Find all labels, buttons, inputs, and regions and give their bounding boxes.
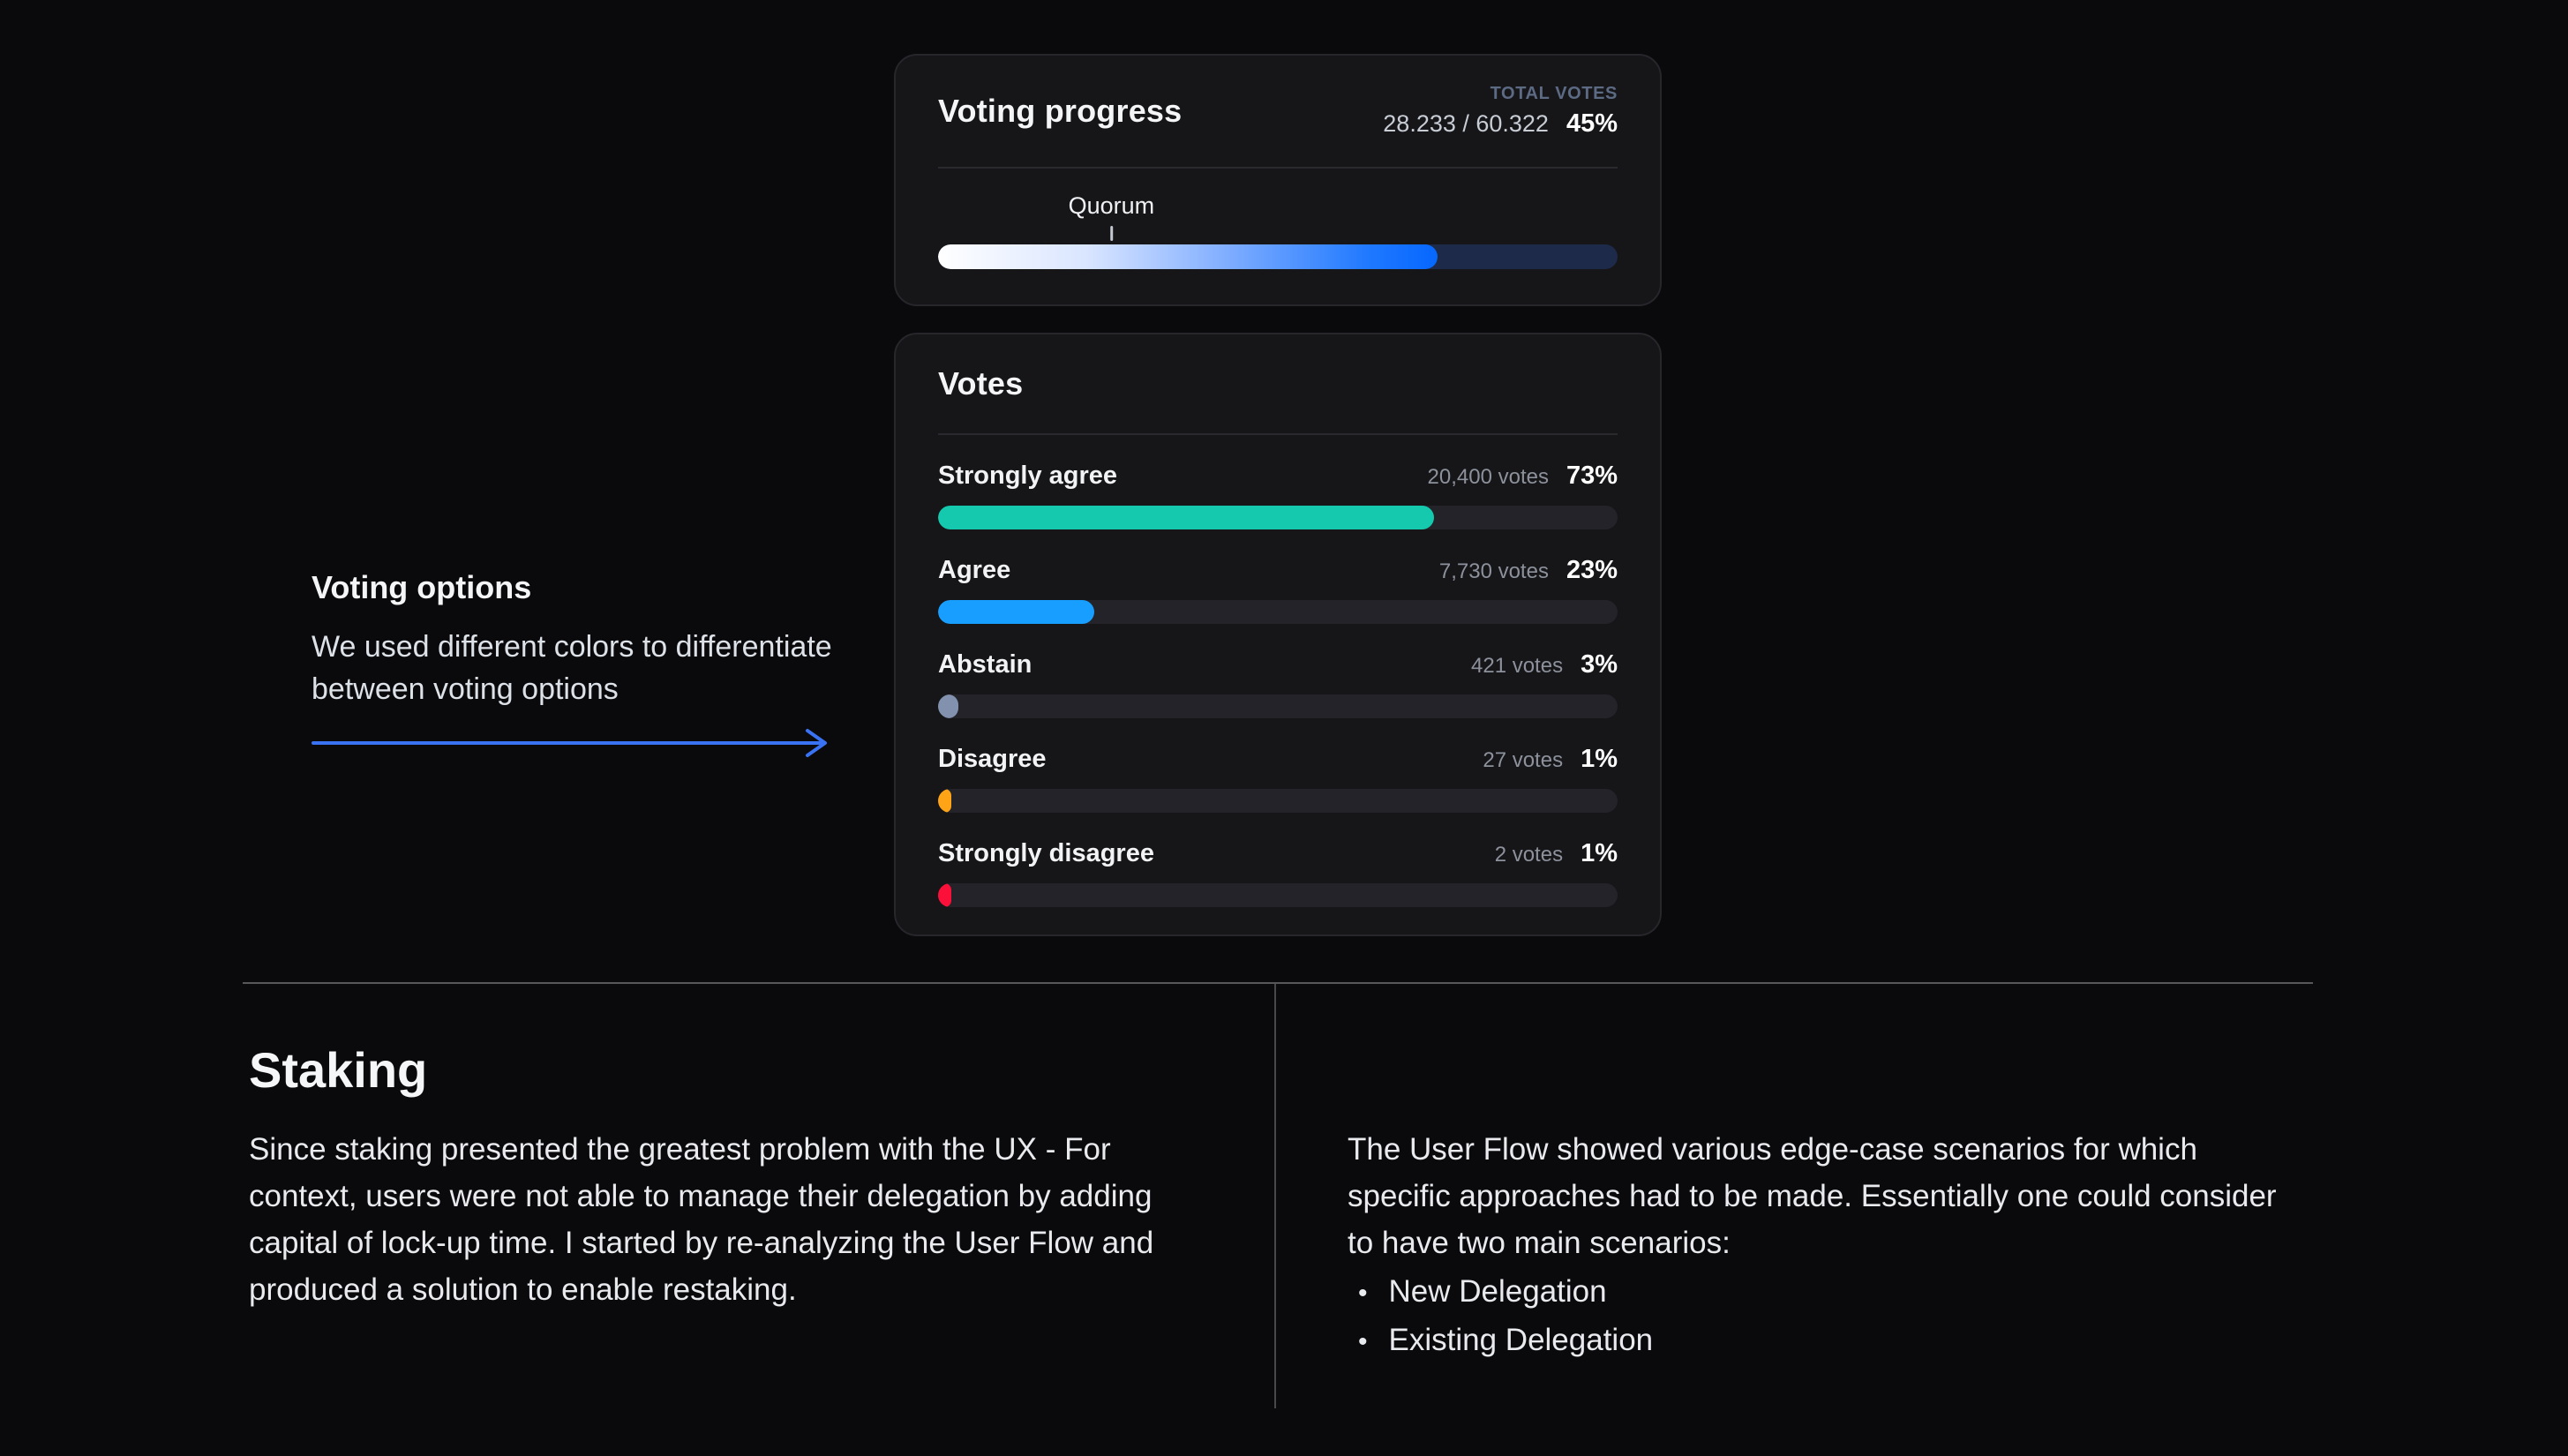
scenario-list: • New Delegation • Existing Delegation: [1348, 1268, 2283, 1365]
vote-bar-fill: [938, 694, 959, 718]
vote-bar-track: [938, 694, 1618, 718]
vote-count: 7,730 votes: [1438, 559, 1549, 583]
vote-percent: 3%: [1581, 650, 1618, 679]
voting-progress-card: Voting progress TOTAL VOTES 28.233 / 60.…: [894, 54, 1662, 306]
votes-header: Votes: [938, 334, 1618, 435]
bullet-icon: •: [1358, 1327, 1368, 1356]
staking-right-column: The User Flow showed various edge-case s…: [1348, 1126, 2283, 1365]
staking-heading: Staking: [249, 1042, 428, 1098]
annotation-voting-options: Voting options We used different colors …: [312, 569, 859, 710]
vote-bar-track: [938, 506, 1618, 529]
quorum-tick-icon: [1109, 226, 1113, 241]
votes-title: Votes: [938, 365, 1024, 402]
vote-count: 421 votes: [1471, 654, 1564, 678]
vote-label: Disagree: [938, 745, 1047, 773]
quorum-zone: Quorum: [938, 170, 1618, 303]
vote-row-agree: Agree 7,730 votes 23%: [938, 556, 1618, 624]
quorum-progress-fill: [938, 244, 1438, 269]
total-votes-fraction: 28.233 / 60.322: [1383, 110, 1549, 137]
vote-row-abstain: Abstain 421 votes 3%: [938, 650, 1618, 718]
vote-bar-fill: [938, 883, 951, 907]
vote-count: 20,400 votes: [1427, 465, 1549, 489]
vote-bar-fill: [938, 600, 1095, 624]
vote-label: Agree: [938, 556, 1011, 584]
list-item-label: New Delegation: [1388, 1274, 1607, 1309]
vote-label: Strongly disagree: [938, 839, 1154, 867]
annotation-title: Voting options: [312, 569, 532, 605]
vote-count: 27 votes: [1483, 748, 1564, 772]
vote-label: Abstain: [938, 650, 1032, 679]
vote-count: 2 votes: [1494, 843, 1564, 867]
vote-bar-track: [938, 600, 1618, 624]
total-votes-block: TOTAL VOTES 28.233 / 60.322 45%: [1383, 84, 1618, 139]
list-item: • Existing Delegation: [1348, 1317, 2283, 1365]
vote-row-strongly-disagree: Strongly disagree 2 votes 1%: [938, 839, 1618, 907]
vote-percent: 73%: [1566, 462, 1618, 490]
vertical-divider: [1274, 984, 1276, 1408]
list-item: • New Delegation: [1348, 1268, 2283, 1317]
vote-bar-fill: [938, 789, 951, 813]
horizontal-divider: [243, 982, 2313, 984]
staking-left-paragraph: Since staking presented the greatest pro…: [249, 1132, 1154, 1307]
list-item-label: Existing Delegation: [1388, 1323, 1654, 1357]
voting-progress-header: Voting progress TOTAL VOTES 28.233 / 60.…: [938, 56, 1618, 169]
quorum-marker: Quorum: [1068, 192, 1155, 241]
bullet-icon: •: [1358, 1279, 1368, 1308]
vote-row-strongly-agree: Strongly agree 20,400 votes 73%: [938, 462, 1618, 529]
arrow-right-icon: [312, 729, 827, 757]
vote-percent: 23%: [1566, 556, 1618, 584]
total-votes-percent: 45%: [1566, 109, 1618, 138]
quorum-label: Quorum: [1068, 192, 1155, 219]
staking-right-paragraph: The User Flow showed various edge-case s…: [1348, 1132, 2277, 1260]
total-votes-label: TOTAL VOTES: [1490, 84, 1618, 103]
annotation-body: We used different colors to differentiat…: [312, 630, 832, 706]
vote-bar-fill: [938, 506, 1435, 529]
vote-label: Strongly agree: [938, 462, 1118, 490]
quorum-progress-track: [938, 244, 1618, 269]
voting-progress-title: Voting progress: [938, 93, 1183, 129]
vote-bar-track: [938, 883, 1618, 907]
votes-card: Votes Strongly agree 20,400 votes 73% Ag…: [894, 333, 1662, 936]
vote-bar-track: [938, 789, 1618, 813]
vote-percent: 1%: [1581, 839, 1618, 867]
vote-percent: 1%: [1581, 745, 1618, 773]
vote-row-disagree: Disagree 27 votes 1%: [938, 745, 1618, 813]
